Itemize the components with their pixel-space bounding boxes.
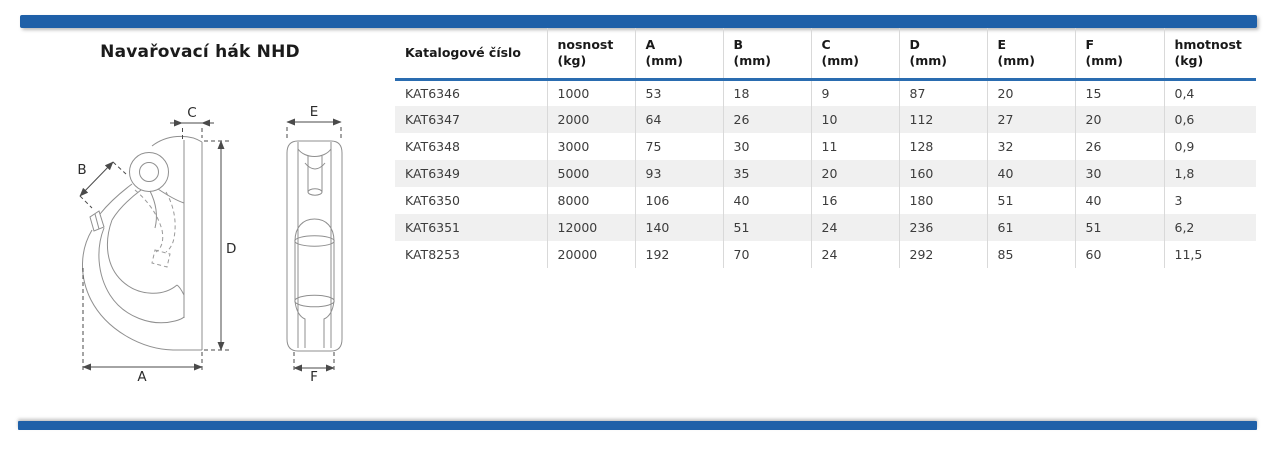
value-cell: 20 [1074, 106, 1164, 133]
value-cell: 32 [986, 133, 1075, 160]
value-cell: 292 [898, 241, 987, 268]
value-cell: 26 [1074, 133, 1164, 160]
column-header-2: A (mm) [634, 28, 723, 81]
value-cell: 20000 [546, 241, 635, 268]
page-title: Navařovací hák NHD [100, 42, 300, 62]
value-cell: 5000 [546, 160, 635, 187]
value-cell: 40 [986, 160, 1075, 187]
value-cell: 236 [898, 214, 987, 241]
catalog-number-cell: KAT6351 [405, 220, 461, 235]
spec-table-body: KAT6346 1000 53 18 9 87 20 15 0,4 KAT6347 2000 64 26… [395, 79, 1256, 268]
value-cell: 8000 [546, 187, 635, 214]
value-cell: 61 [986, 214, 1075, 241]
value-cell: 3000 [546, 133, 635, 160]
column-header-1: nosnost (kg) [546, 28, 635, 81]
hook-technical-drawing: C B D A E F [77, 104, 343, 385]
value-cell: 51 [1074, 214, 1164, 241]
catalog-number-cell: KAT6348 [405, 139, 461, 154]
catalog-number-cell: KAT6350 [405, 193, 461, 208]
value-cell: 12000 [546, 214, 635, 241]
table-row-KAT6347: KAT6347 2000 64 26 10 112 27 20 0,6 [395, 106, 1256, 133]
value-cell: 70 [722, 241, 811, 268]
value-cell: 30 [1074, 160, 1164, 187]
value-cell: 106 [634, 187, 723, 214]
value-cell: 53 [634, 79, 723, 106]
table-row-KAT6346: KAT6346 1000 53 18 9 87 20 15 0,4 [395, 79, 1256, 106]
value-cell: 64 [634, 106, 723, 133]
hook-side-view [82, 135, 203, 351]
value-cell: 10 [810, 106, 899, 133]
header-row: Katalogové číslo nosnost (kg) A (mm) B (mm) C (m… [395, 28, 1256, 81]
value-cell: 0,9 [1163, 133, 1256, 160]
table-row-KAT6350: KAT6350 8000 106 40 16 180 51 40 3 [395, 187, 1256, 214]
value-cell: 75 [634, 133, 723, 160]
value-cell: 15 [1074, 79, 1164, 106]
bottom-accent-bar [18, 421, 1257, 430]
dim-label-e: E [310, 104, 319, 120]
value-cell: 128 [898, 133, 987, 160]
value-cell: 51 [722, 214, 811, 241]
value-cell: 20 [986, 79, 1075, 106]
column-header-8: hmotnost (kg) [1163, 28, 1256, 81]
value-cell: 192 [634, 241, 723, 268]
catalog-number-cell: KAT6349 [405, 166, 461, 181]
value-cell: 6,2 [1163, 214, 1256, 241]
value-cell: 24 [810, 241, 899, 268]
catalog-number-cell: KAT8253 [405, 247, 461, 262]
value-cell: 27 [986, 106, 1075, 133]
value-cell: 9 [810, 79, 899, 106]
value-cell: 160 [898, 160, 987, 187]
value-cell: 140 [634, 214, 723, 241]
dimension-lines: C B D A E F [77, 104, 342, 385]
value-cell: 40 [722, 187, 811, 214]
value-cell: 40 [1074, 187, 1164, 214]
catalog-number-cell: KAT6346 [405, 85, 461, 101]
value-cell: 1,8 [1163, 160, 1256, 187]
value-cell: 26 [722, 106, 811, 133]
column-header-5: D (mm) [898, 28, 987, 81]
hook-front-view [286, 140, 343, 352]
value-cell: 85 [986, 241, 1075, 268]
column-header-6: E (mm) [986, 28, 1075, 81]
catalog-number-cell: KAT6347 [405, 112, 461, 127]
dim-label-a: A [137, 369, 147, 385]
value-cell: 0,6 [1163, 106, 1256, 133]
value-cell: 35 [722, 160, 811, 187]
dim-label-c: C [187, 105, 196, 121]
value-cell: 24 [810, 214, 899, 241]
column-header-0: Katalogové číslo [395, 28, 547, 81]
value-cell: 20 [810, 160, 899, 187]
table-row-KAT8253: KAT8253 20000 192 70 24 292 85 60 11,5 [395, 241, 1256, 268]
table-row-KAT6348: KAT6348 3000 75 30 11 128 32 26 0,9 [395, 133, 1256, 160]
value-cell: 93 [634, 160, 723, 187]
value-cell: 11 [810, 133, 899, 160]
value-cell: 16 [810, 187, 899, 214]
top-accent-bar [20, 15, 1257, 28]
column-header-4: C (mm) [810, 28, 899, 81]
value-cell: 2000 [546, 106, 635, 133]
value-cell: 3 [1163, 187, 1256, 214]
value-cell: 112 [898, 106, 987, 133]
dim-label-d: D [226, 241, 236, 257]
column-header-3: B (mm) [722, 28, 811, 81]
value-cell: 51 [986, 187, 1075, 214]
dim-label-f: F [310, 369, 318, 385]
value-cell: 0,4 [1163, 79, 1256, 106]
table-row-KAT6351: KAT6351 12000 140 51 24 236 61 51 6,2 [395, 214, 1256, 241]
value-cell: 30 [722, 133, 811, 160]
value-cell: 11,5 [1163, 241, 1256, 268]
column-header-7: F (mm) [1074, 28, 1164, 81]
value-cell: 60 [1074, 241, 1164, 268]
value-cell: 87 [898, 79, 987, 106]
dim-label-b: B [77, 162, 86, 178]
value-cell: 1000 [546, 79, 635, 106]
value-cell: 180 [898, 187, 987, 214]
value-cell: 18 [722, 79, 811, 106]
table-row-KAT6349: KAT6349 5000 93 35 20 160 40 30 1,8 [395, 160, 1256, 187]
spec-table: Katalogové číslo nosnost (kg) A (mm) B (mm) C (m… [395, 28, 1256, 268]
spec-table-head: Katalogové číslo nosnost (kg) A (mm) B (mm) C (m… [395, 28, 1256, 81]
